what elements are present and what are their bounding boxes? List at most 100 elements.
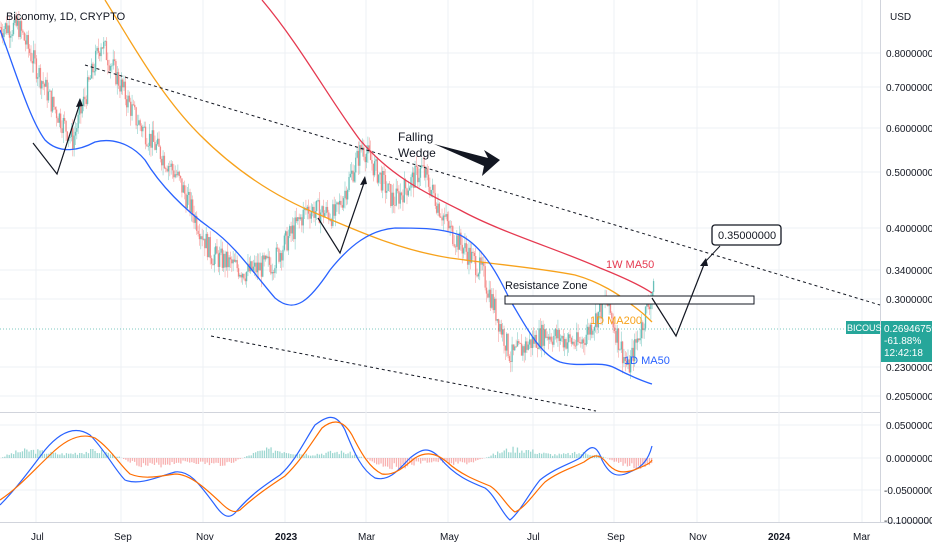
candle-body [586,326,589,335]
macd-bar [46,453,48,458]
candle-body [30,52,32,62]
macd-bar [503,450,505,458]
macd-bar [136,458,138,466]
candle-body [338,200,341,205]
candlestick-series[interactable] [0,11,655,379]
macd-bar [481,458,483,459]
macd-bar [83,454,85,458]
candle-body [49,90,51,92]
macd-bar [103,453,105,458]
macd-bar [52,453,54,458]
candle-body [550,336,552,342]
macd-bar [576,454,578,458]
candle-body [620,341,622,350]
macd-bar [68,453,70,458]
macd-bar [437,458,439,463]
candle-body [120,79,122,92]
candle-body [144,126,147,145]
candle-body [311,206,314,212]
candle-body [493,298,496,311]
candle-body [28,48,31,53]
macd-bar [450,458,453,464]
candle-body [189,191,191,213]
time-tick: Mar [358,532,376,543]
macd-bar [633,458,635,469]
candle-body [166,168,168,172]
pattern-zigzag-mid [317,179,366,255]
macd-bar [10,453,13,458]
candle-body [81,105,83,114]
candle-body [169,166,171,167]
macd-bar [384,458,387,467]
macd-bar [13,454,15,458]
candle-body [516,341,519,347]
resistance-zone-label: Resistance Zone [505,280,588,292]
candle-body [132,104,135,106]
candle-body [142,126,144,132]
time-axis[interactable]: Jul Sep Nov 2023 Mar May Jul Sep Nov 202… [31,532,871,543]
candle-body [204,238,206,249]
candle-body [578,341,581,343]
candle-body [150,133,152,148]
candle-body [212,263,214,266]
macd-bar [393,458,395,464]
macd-bar [569,455,571,458]
candle-body [278,248,280,262]
macd-bar [59,454,61,458]
time-tick: 2023 [275,532,298,543]
signal-line[interactable] [0,421,653,513]
macd-bar [299,453,301,458]
candle-body [4,23,7,29]
candle-body [394,204,396,206]
macd-bar [545,453,547,458]
candle-body [384,174,387,193]
macd-bar [448,458,450,464]
macd-bar [257,451,259,458]
candle-body [290,226,292,234]
macd-bar [195,458,197,464]
current-price-tag[interactable]: BICOUSD 0.26946759 -61.88% 12:42:18 [846,321,932,362]
candle-body [330,219,333,226]
candle-body [301,217,303,226]
ma50-1d-line[interactable] [0,29,653,385]
candle-body [484,266,486,288]
macd-bar [215,458,217,463]
candle-body [77,114,79,129]
macd-bar [382,458,384,467]
macd-bar [536,454,538,458]
macd-bar [565,453,567,458]
candle-body [227,251,229,268]
currency-label[interactable]: USD [890,12,911,23]
candle-body [588,326,590,335]
candle-body [39,67,42,89]
macd-line[interactable] [0,416,653,521]
macd-bar [373,458,376,463]
macd-bar [538,452,541,458]
candle-body [198,233,201,240]
candle-body [341,205,343,208]
macd-bar [74,452,76,458]
candle-body [282,249,284,261]
candle-body [310,211,313,219]
macd-bar [158,458,160,465]
macd-pane[interactable] [0,414,880,522]
ma50-1w-line[interactable] [261,0,653,294]
macd-bar [98,453,101,458]
candle-body [558,329,560,341]
candle-body [390,184,392,207]
candle-body [161,158,163,166]
candle-body [20,21,23,31]
candle-body [148,133,151,146]
candle-body [357,150,360,166]
candle-body [3,28,5,38]
candle-body [465,243,467,252]
macd-bar [615,458,618,462]
candle-body [356,150,358,158]
macd-bar [272,452,274,458]
candle-body [464,243,466,249]
candle-body [497,319,500,332]
